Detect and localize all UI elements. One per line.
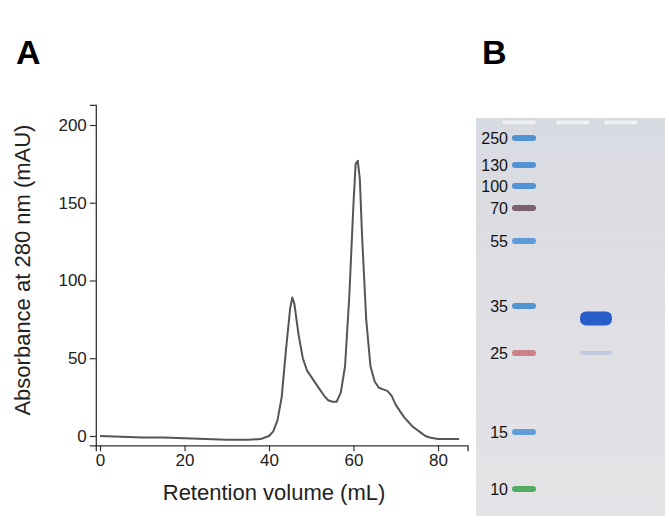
x-tick-label: 80 <box>429 451 448 470</box>
ladder-band <box>512 350 536 356</box>
ladder-label: 100 <box>481 178 508 195</box>
y-tick-mark <box>90 358 96 359</box>
y-tick-mark <box>90 203 96 204</box>
x-tick-label: 20 <box>176 451 195 470</box>
ladder-band <box>512 162 536 168</box>
y-axis-title: Absorbance at 280 nm (mAU) <box>10 125 35 416</box>
x-tick-label: 40 <box>260 451 279 470</box>
y-tick-label: 150 <box>58 194 86 213</box>
ladder-band <box>512 238 536 244</box>
x-tick: 60 <box>345 445 364 470</box>
sample-band <box>580 312 612 326</box>
y-tick-label: 0 <box>77 427 86 446</box>
ladder-band <box>512 429 536 435</box>
gel: 250 130 100 70 55 35 25 15 10 <box>476 118 665 516</box>
ladder-label: 55 <box>490 233 508 250</box>
ladder-band <box>512 486 536 492</box>
figure: A 0 20 40 60 80 0 50 100 150 200 Retention volume (… <box>0 0 669 520</box>
x-axis-line <box>96 446 468 452</box>
y-tick: 0 <box>77 427 95 446</box>
ladder-label: 70 <box>490 200 508 217</box>
x-tick: 20 <box>176 445 195 470</box>
gel-well <box>556 120 590 125</box>
ladder-label: 130 <box>481 157 508 174</box>
y-tick-label: 200 <box>58 116 86 135</box>
panel-label: B <box>482 33 507 71</box>
chromatogram-line <box>100 161 459 440</box>
y-tick: 100 <box>58 271 95 290</box>
panel-label: A <box>16 33 41 71</box>
ladder-label: 35 <box>490 298 508 315</box>
x-axis: 0 20 40 60 80 <box>96 445 468 470</box>
y-tick: 200 <box>58 116 95 135</box>
ladder-label: 10 <box>490 481 508 498</box>
x-tick: 80 <box>429 445 448 470</box>
y-axis: 0 50 100 150 200 <box>58 105 96 446</box>
y-tick-mark <box>90 280 96 281</box>
x-tick: 0 <box>96 445 105 470</box>
sample-band <box>580 351 612 355</box>
x-tick-label: 60 <box>345 451 364 470</box>
x-tick: 40 <box>260 445 279 470</box>
ladder-band <box>512 183 536 189</box>
y-tick: 150 <box>58 194 95 213</box>
gel-well <box>604 120 638 125</box>
y-axis-line <box>90 105 97 446</box>
ladder-band <box>512 205 536 211</box>
gel-well <box>502 120 536 125</box>
y-tick-mark <box>90 125 96 126</box>
y-tick-label: 50 <box>68 349 87 368</box>
x-tick-label: 0 <box>96 451 105 470</box>
ladder-label: 250 <box>481 130 508 147</box>
x-axis-title: Retention volume (mL) <box>163 480 386 505</box>
gel-background <box>476 118 665 516</box>
ladder-label: 25 <box>490 345 508 362</box>
y-tick: 50 <box>68 349 96 368</box>
y-tick-label: 100 <box>58 271 86 290</box>
ladder-band <box>512 303 536 309</box>
y-tick-mark <box>90 436 96 437</box>
ladder-label: 15 <box>490 424 508 441</box>
ladder-band <box>512 135 536 141</box>
plot-area <box>100 161 459 440</box>
